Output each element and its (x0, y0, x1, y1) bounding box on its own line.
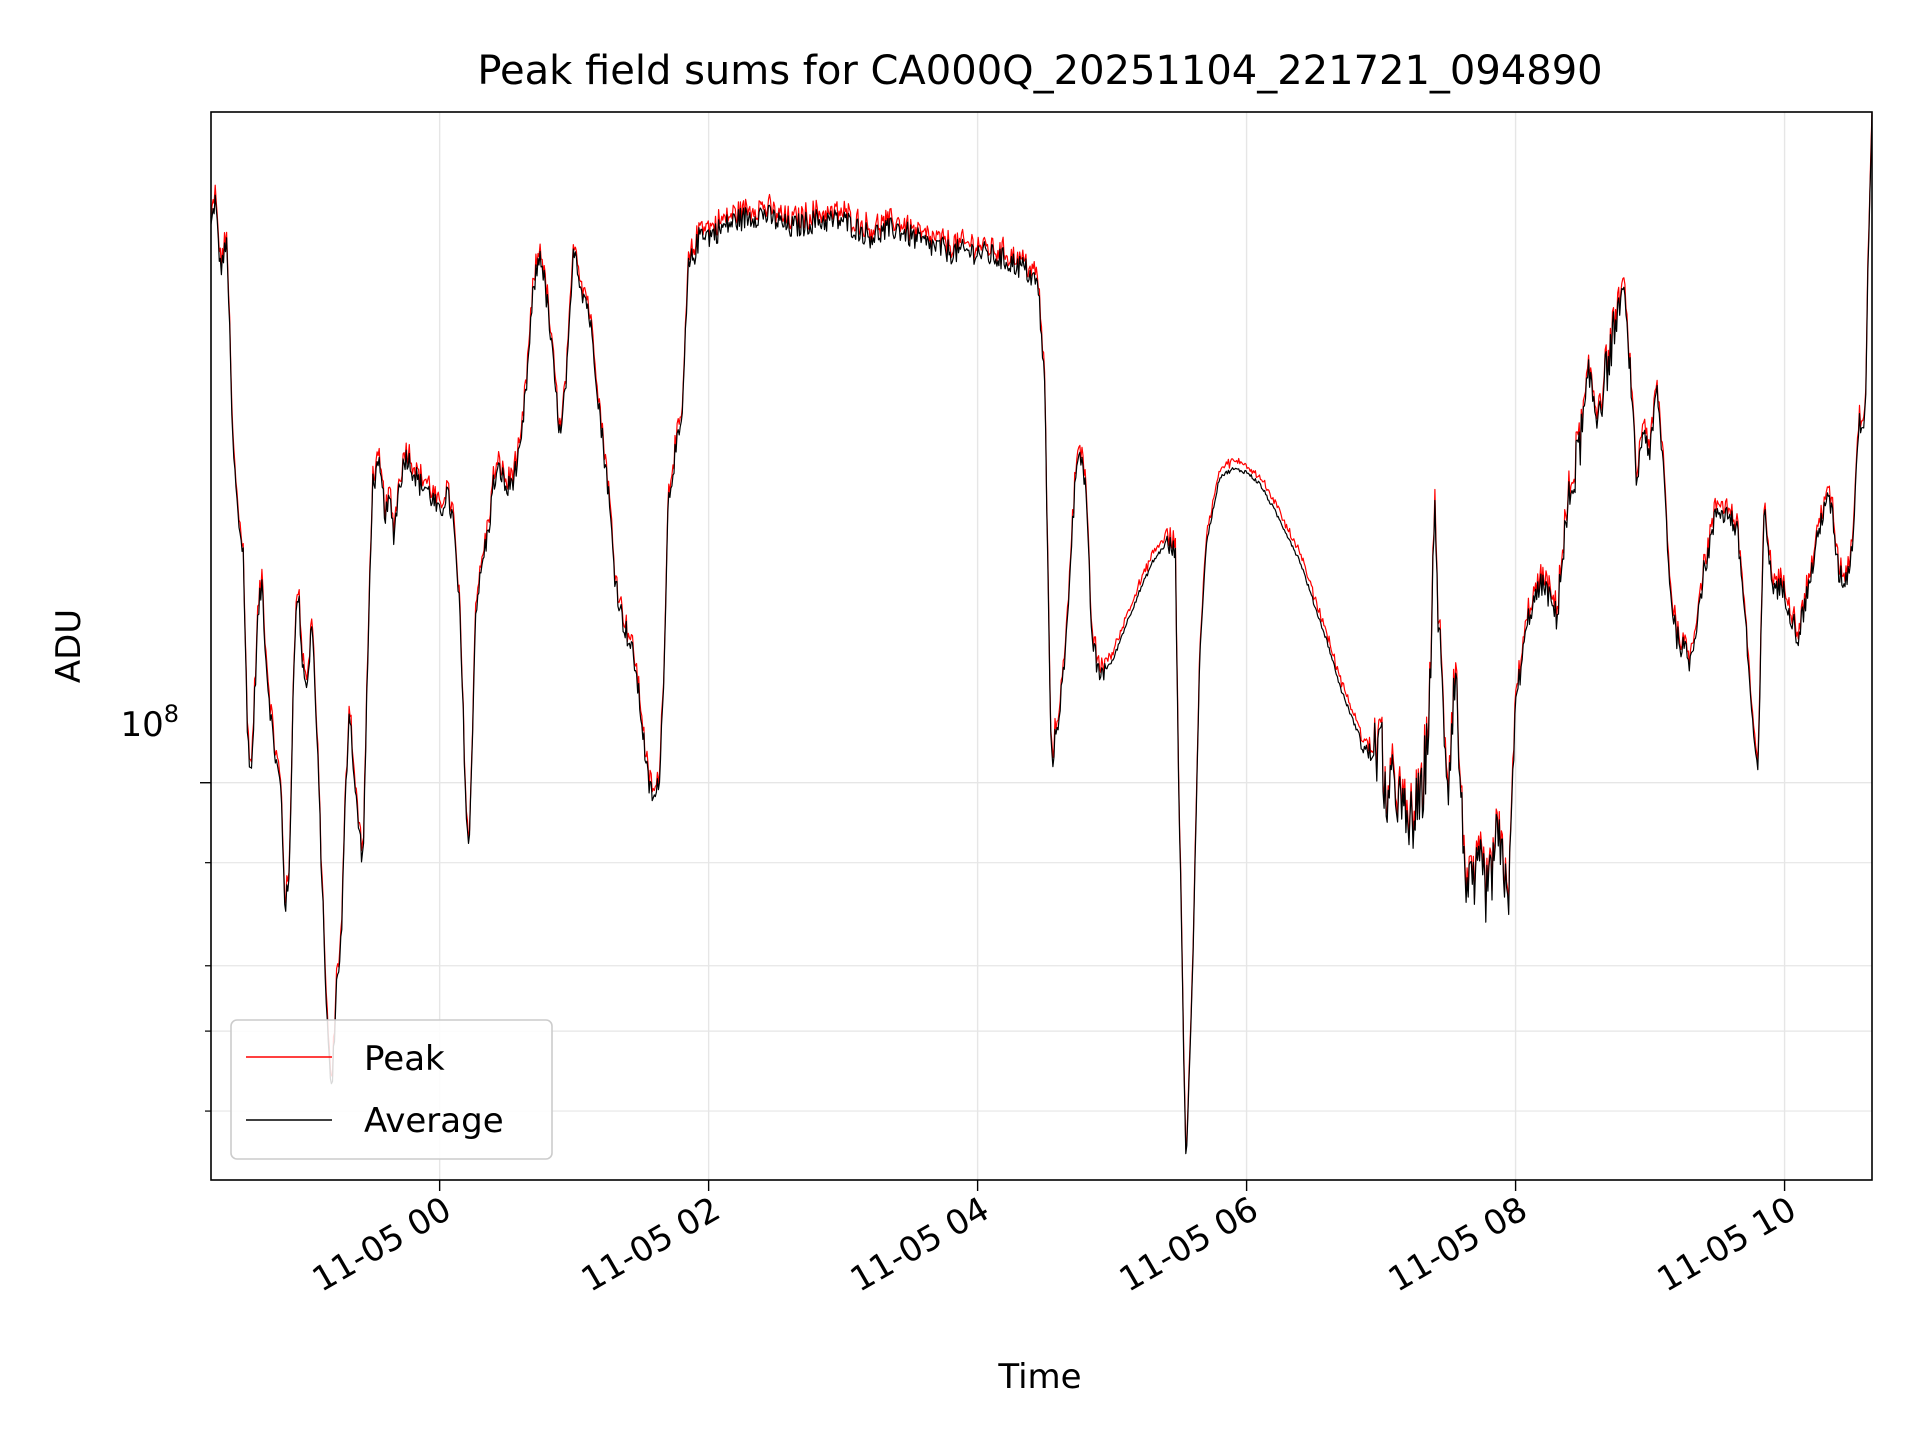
series-line-peak (210, 111, 1873, 1150)
series-layer (210, 111, 1873, 1155)
legend-box (230, 1019, 553, 1160)
x-tick-label: 11-05 02 (575, 1189, 727, 1300)
plot-frame (210, 111, 1873, 1181)
x-axis-ticks: 11-05 00 11-05 02 11-05 04 11-05 06 11-05 08… (306, 1180, 1803, 1300)
x-tick-label: 11-05 08 (1382, 1189, 1534, 1300)
y-tick-label: 108 (120, 700, 179, 745)
x-axis-label: Time (997, 1357, 1081, 1397)
series-line-average (210, 114, 1873, 1155)
x-tick-label: 11-05 10 (1651, 1189, 1803, 1300)
x-tick-label: 11-05 00 (306, 1189, 458, 1300)
x-tick-label: 11-05 04 (844, 1189, 996, 1300)
legend: Peak Average (230, 1019, 553, 1160)
y-axis-ticks: 108 (120, 700, 211, 1112)
x-tick-label: 11-05 06 (1113, 1189, 1265, 1300)
grid-lines (211, 112, 1872, 1180)
legend-label-peak: Peak (364, 1039, 445, 1079)
chart-title: Peak field sums for CA000Q_20251104_2217… (477, 48, 1602, 94)
y-axis-label: ADU (49, 609, 89, 683)
legend-label-average: Average (364, 1101, 504, 1141)
